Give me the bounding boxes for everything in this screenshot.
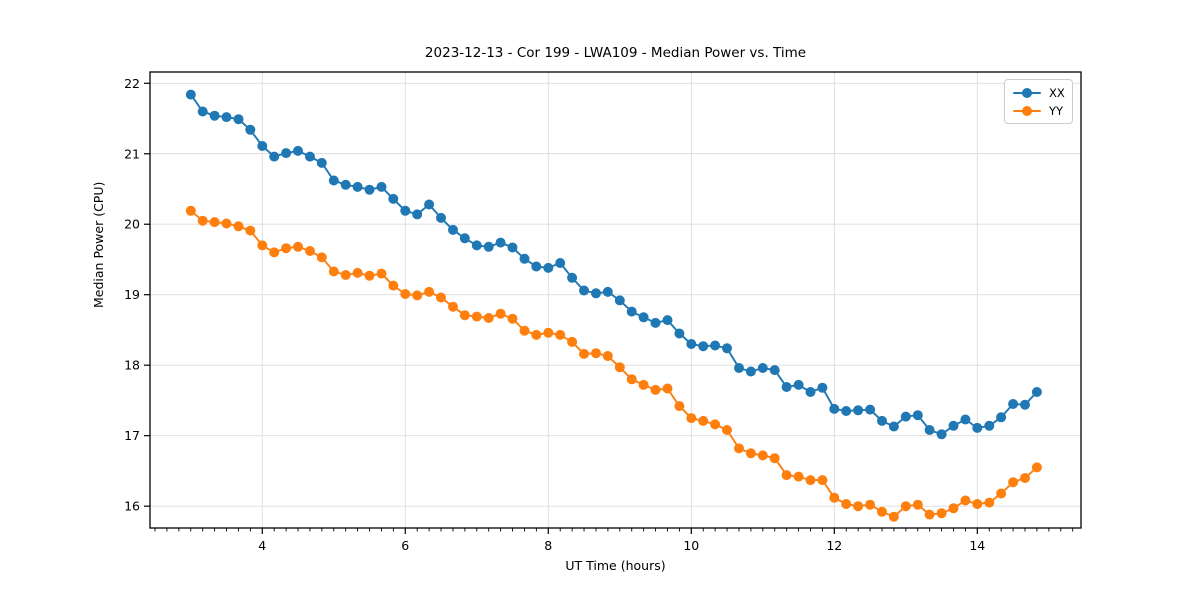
svg-text:14: 14	[969, 538, 985, 553]
svg-text:19: 19	[124, 287, 140, 302]
x-axis-label: UT Time (hours)	[565, 558, 666, 573]
legend-dot-icon	[1022, 105, 1032, 116]
svg-text:10: 10	[683, 538, 699, 553]
legend-marker-yy	[1013, 105, 1041, 117]
legend-label: XX	[1049, 85, 1065, 100]
svg-text:6: 6	[401, 538, 409, 553]
chart-title: 2023-12-13 - Cor 199 - LWA109 - Median P…	[424, 45, 807, 61]
legend-dot-icon	[1022, 87, 1032, 98]
svg-text:12: 12	[826, 538, 842, 553]
legend-item-xx: XX	[1013, 86, 1072, 100]
legend-item-yy: YY	[1013, 104, 1072, 118]
svg-text:8: 8	[544, 538, 552, 553]
svg-text:4: 4	[258, 538, 266, 553]
svg-text:21: 21	[124, 146, 140, 161]
svg-text:22: 22	[124, 76, 140, 91]
legend: XX YY	[1004, 79, 1073, 124]
svg-text:17: 17	[124, 428, 140, 443]
svg-text:18: 18	[124, 358, 140, 373]
legend-marker-xx	[1013, 87, 1041, 99]
svg-text:16: 16	[124, 499, 140, 514]
legend-label: YY	[1049, 103, 1064, 118]
svg-text:20: 20	[124, 217, 140, 232]
y-axis-label: Median Power (CPU)	[91, 181, 106, 308]
